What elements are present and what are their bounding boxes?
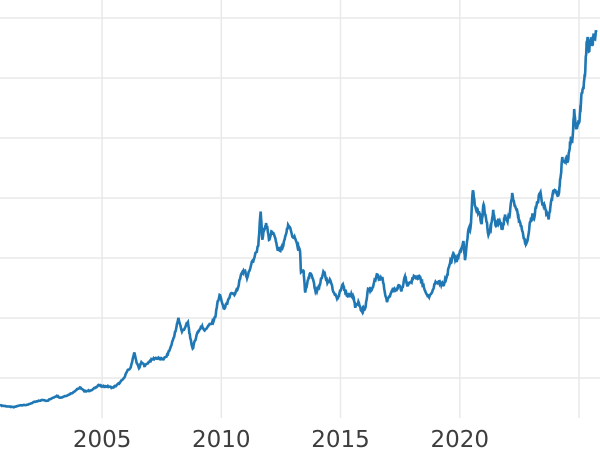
x-tick-label: 2015 xyxy=(311,427,370,450)
vertical-gridlines xyxy=(101,0,580,418)
horizontal-gridlines xyxy=(0,17,600,379)
x-tick-label: 2010 xyxy=(192,427,251,450)
price-line-series xyxy=(0,30,598,409)
x-tick-label: 2005 xyxy=(73,427,132,450)
x-tick-label: 2020 xyxy=(431,427,490,450)
x-axis-tick-labels: 2005 2010 2015 2020 xyxy=(73,427,489,450)
